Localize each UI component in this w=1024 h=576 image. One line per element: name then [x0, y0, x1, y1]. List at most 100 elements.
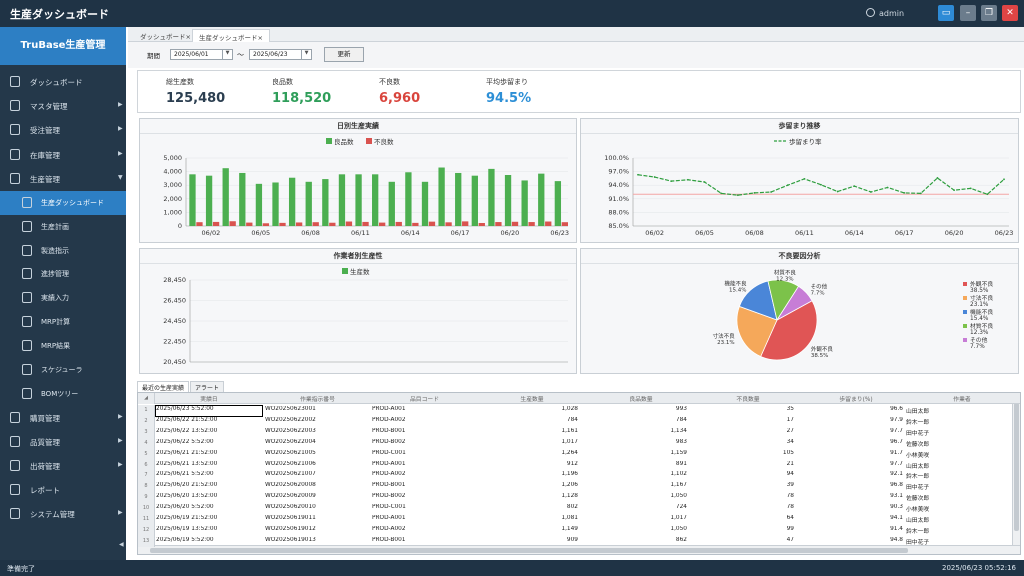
table-cell[interactable]: 35 — [786, 406, 794, 412]
column-header[interactable]: 歩留まり(%) — [839, 397, 873, 403]
table-cell[interactable]: PROD-A001 — [372, 406, 406, 412]
results-grid[interactable]: ◢ 実績日 作業指示番号 品目コード 生産数量 良品数量 不良数量 歩留まり(%) 作業者 1 20… — [137, 392, 1021, 555]
table-cell[interactable]: WO20250620009 — [265, 493, 316, 500]
sidebar-item[interactable]: 品質管理 ▶ — [0, 430, 126, 454]
table-row[interactable]: 7 2025/06/21 5:52:00 WO20250621007 PROD-A00… — [138, 470, 1020, 482]
table-cell[interactable]: 1,102 — [670, 471, 687, 478]
table-cell[interactable]: 96.6 — [890, 406, 903, 412]
table-cell[interactable]: 39 — [786, 482, 794, 489]
table-cell[interactable]: 1,196 — [561, 471, 578, 478]
table-cell[interactable]: 2025/06/22 21:52:00 — [156, 416, 218, 423]
table-cell[interactable]: WO20250620008 — [265, 482, 316, 489]
table-cell[interactable]: 2025/06/20 5:52:00 — [156, 504, 214, 511]
table-row[interactable]: 3 2025/06/22 13:52:00 WO20250622003 PROD-B0… — [138, 426, 1020, 438]
table-cell[interactable]: WO20250621005 — [265, 449, 316, 456]
table-cell[interactable]: 小林美咲 — [906, 452, 930, 459]
table-cell[interactable]: 891 — [675, 460, 687, 467]
table-cell[interactable]: 784 — [566, 416, 578, 423]
table-cell[interactable]: PROD-B001 — [372, 482, 406, 489]
table-cell[interactable]: 1,050 — [670, 525, 687, 532]
table-cell[interactable]: 47 — [786, 536, 794, 543]
column-header[interactable]: 良品数量 — [629, 397, 653, 403]
table-cell[interactable]: 佐藤次郎 — [906, 496, 930, 503]
table-cell[interactable]: 1,081 — [561, 515, 578, 521]
table-cell[interactable]: 2025/06/19 5:52:00 — [156, 536, 214, 543]
table-cell[interactable]: 1,167 — [670, 482, 687, 489]
table-cell[interactable]: 78 — [786, 504, 794, 511]
table-cell[interactable]: 2025/06/19 13:52:00 — [156, 525, 218, 532]
table-cell[interactable]: 田中花子 — [906, 539, 930, 546]
date-from-picker[interactable]: 2025/06/01 ▼ — [170, 49, 233, 60]
table-cell[interactable]: 小林美咲 — [906, 507, 930, 514]
table-cell[interactable]: 784 — [675, 416, 687, 423]
table-cell[interactable]: 91.7 — [890, 449, 903, 456]
table-cell[interactable]: 27 — [786, 427, 794, 434]
table-cell[interactable]: PROD-A001 — [372, 460, 406, 467]
table-row[interactable]: 2 2025/06/22 21:52:00 WO20250622002 PROD-A0… — [138, 415, 1020, 427]
sidebar-item[interactable]: マスタ管理 ▶ — [0, 94, 126, 118]
table-cell[interactable]: 97.9 — [890, 416, 903, 423]
table-cell[interactable]: 993 — [675, 406, 687, 412]
table-row[interactable]: 13 2025/06/19 5:52:00 WO20250619013 PROD-B0… — [138, 535, 1020, 547]
table-cell[interactable]: 1,128 — [561, 493, 578, 500]
table-cell[interactable]: 94.1 — [890, 515, 903, 521]
table-cell[interactable]: WO20250619013 — [265, 536, 316, 543]
tab-dashboard[interactable]: ダッシュボード× — [140, 33, 191, 41]
sidebar-item[interactable]: レポート — [0, 478, 126, 502]
sidebar-item[interactable]: システム管理 ▶ — [0, 502, 126, 526]
table-cell[interactable]: 鈴木一郎 — [906, 528, 930, 535]
table-cell[interactable]: 99 — [786, 525, 794, 532]
sidebar-item[interactable]: 実績入力 — [0, 286, 126, 310]
table-cell[interactable]: 2025/06/21 13:52:00 — [156, 460, 218, 467]
table-cell[interactable]: 21 — [786, 460, 794, 467]
user-info[interactable]: admin — [866, 8, 904, 18]
table-cell[interactable]: 山田太郎 — [906, 409, 930, 415]
table-cell[interactable]: 山田太郎 — [906, 463, 930, 470]
table-cell[interactable]: 1,028 — [561, 406, 578, 412]
minimize-button[interactable]: – — [960, 5, 976, 21]
table-cell[interactable]: 912 — [566, 460, 578, 467]
table-cell[interactable]: WO20250622004 — [265, 438, 316, 445]
table-cell[interactable]: PROD-A002 — [372, 471, 406, 478]
table-row[interactable]: 6 2025/06/21 13:52:00 WO20250621006 PROD-A0… — [138, 459, 1020, 471]
table-cell[interactable]: 1,017 — [670, 515, 687, 521]
column-header[interactable]: 作業指示番号 — [300, 397, 335, 403]
table-cell[interactable]: 92.1 — [890, 471, 903, 478]
table-cell[interactable]: 山田太郎 — [906, 518, 930, 524]
table-cell[interactable]: 909 — [566, 536, 578, 543]
table-row[interactable]: 8 2025/06/20 21:52:00 WO20250620008 PROD-B0… — [138, 481, 1020, 493]
table-cell[interactable]: 96.8 — [890, 482, 903, 489]
column-header[interactable]: 作業者 — [953, 397, 971, 403]
tab-production-dashboard[interactable]: 生産ダッシュボード× — [192, 29, 270, 42]
table-cell[interactable]: 1,050 — [670, 493, 687, 500]
sidebar-item[interactable]: 製造指示 — [0, 239, 126, 263]
table-cell[interactable]: 17 — [786, 416, 794, 423]
table-cell[interactable]: 2025/06/20 21:52:00 — [156, 482, 218, 489]
sidebar-item[interactable]: 受注管理 ▶ — [0, 118, 126, 142]
table-cell[interactable]: 鈴木一郎 — [906, 474, 930, 481]
table-row[interactable]: 4 2025/06/22 5:52:00 WO20250622004 PROD-B00… — [138, 437, 1020, 449]
table-cell[interactable]: 97.7 — [890, 427, 903, 434]
table-cell[interactable]: 97.7 — [890, 460, 903, 467]
table-cell[interactable]: WO20250623001 — [265, 406, 316, 412]
table-row[interactable]: 1 2025/06/23 5:52:00 WO20250623001 PROD-A00… — [138, 405, 1020, 417]
table-cell[interactable]: PROD-B001 — [372, 536, 406, 543]
table-cell[interactable]: 862 — [675, 536, 687, 543]
column-header[interactable]: 生産数量 — [520, 397, 544, 403]
table-cell[interactable]: 1,149 — [561, 525, 578, 532]
table-cell[interactable]: 94 — [786, 471, 794, 478]
close-button[interactable]: ✕ — [1002, 5, 1018, 21]
table-cell[interactable]: WO20250622002 — [265, 416, 316, 423]
table-cell[interactable]: 1,264 — [561, 449, 578, 456]
table-cell[interactable]: PROD-A001 — [372, 515, 406, 521]
sidebar-item[interactable]: スケジューラ — [0, 358, 126, 382]
table-cell[interactable]: 1,134 — [670, 427, 687, 434]
collapse-sidebar-icon[interactable]: ◀ — [119, 541, 124, 548]
table-cell[interactable]: PROD-C001 — [372, 449, 406, 456]
restore-button[interactable]: ❐ — [981, 5, 997, 21]
table-cell[interactable]: 田中花子 — [906, 430, 930, 437]
table-cell[interactable]: 2025/06/21 5:52:00 — [156, 471, 214, 478]
table-cell[interactable]: 佐藤次郎 — [906, 441, 930, 448]
table-cell[interactable]: 78 — [786, 493, 794, 500]
table-cell[interactable]: 94.8 — [890, 536, 903, 543]
